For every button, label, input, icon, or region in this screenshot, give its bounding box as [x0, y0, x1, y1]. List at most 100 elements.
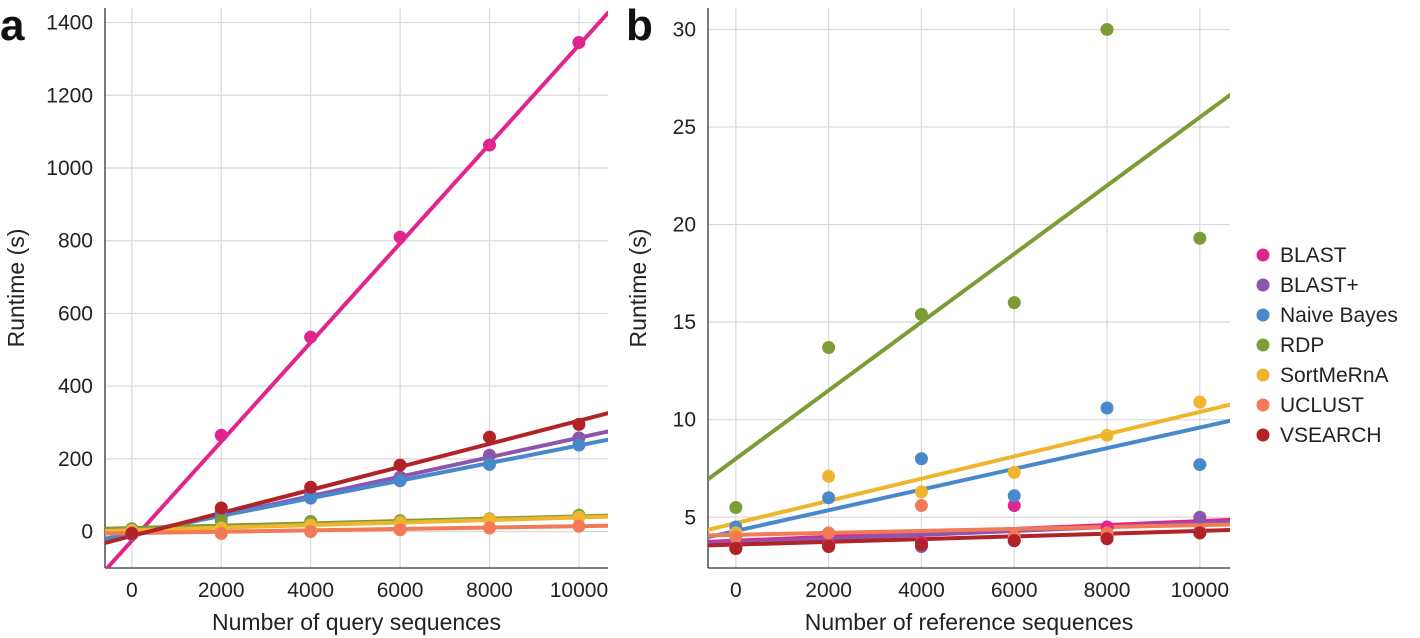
point-vsearch [822, 540, 836, 554]
point-uclust [729, 530, 743, 544]
y-tick-label: 600 [58, 302, 93, 325]
y-tick-label: 25 [673, 116, 696, 139]
y-axis-label: Runtime (s) [3, 229, 29, 348]
fit-line-vsearch [105, 411, 608, 545]
point-blast [572, 36, 586, 50]
y-tick-label: 1200 [46, 84, 93, 107]
point-sortmerna [572, 510, 586, 524]
point-rdp [1100, 22, 1114, 36]
point-vsearch [1193, 526, 1207, 540]
fit-line-naive-bayes [708, 418, 1230, 540]
y-tick-label: 400 [58, 375, 93, 398]
x-axis-label: Number of reference sequences [805, 609, 1134, 635]
point-rdp [822, 341, 836, 355]
fit-line-sortmerna [708, 402, 1230, 532]
point-rdp [729, 501, 743, 515]
point-sortmerna [1193, 395, 1207, 409]
point-vsearch [572, 417, 586, 431]
legend-label: Naive Bayes [1280, 304, 1398, 327]
x-tick-label: 8000 [466, 579, 513, 602]
point-vsearch [483, 430, 497, 444]
point-uclust [914, 499, 928, 513]
panel-letter-a: a [0, 1, 25, 50]
x-tick-label: 8000 [1084, 579, 1131, 602]
point-vsearch [914, 538, 928, 552]
fit-line-vsearch [708, 528, 1230, 548]
legend-marker [1256, 368, 1270, 382]
panel-letter-b: b [626, 1, 653, 50]
point-vsearch [1100, 532, 1114, 546]
y-tick-label: 200 [58, 448, 93, 471]
point-naive-bayes [822, 491, 836, 505]
point-blast [214, 428, 228, 442]
x-tick-label: 10000 [1171, 579, 1229, 602]
point-blast [483, 138, 497, 152]
point-vsearch [1007, 534, 1021, 548]
x-tick-label: 10000 [550, 579, 608, 602]
legend-label: BLAST [1280, 244, 1347, 267]
point-blast [304, 330, 318, 344]
point-blast- [1193, 510, 1207, 524]
x-tick-label: 4000 [287, 579, 334, 602]
x-tick-label: 4000 [898, 579, 945, 602]
x-tick-label: 2000 [805, 579, 852, 602]
legend-label: SortMeRnA [1280, 364, 1389, 387]
legend-marker [1256, 308, 1270, 322]
y-tick-label: 800 [58, 230, 93, 253]
point-blast- [483, 448, 497, 462]
y-tick-label: 10 [673, 409, 696, 432]
point-naive-bayes [483, 457, 497, 471]
y-tick-label: 20 [673, 214, 696, 237]
point-sortmerna [1100, 428, 1114, 442]
chart-panel-b: 0 2000 4000 6000 8000 10000 5 10 15 20 25 30 Number … [625, 1, 1230, 635]
legend-marker [1256, 428, 1270, 442]
legend-marker [1256, 398, 1270, 412]
y-tick-label: 5 [684, 506, 696, 529]
legend-label: RDP [1280, 334, 1324, 357]
legend-marker [1256, 248, 1270, 262]
point-blast [393, 230, 407, 244]
legend-marker [1256, 278, 1270, 292]
legend-label: BLAST+ [1280, 274, 1359, 297]
fit-line-blast [105, 10, 608, 568]
point-uclust [822, 526, 836, 540]
y-tick-label: 30 [673, 18, 696, 41]
legend-label: VSEARCH [1280, 424, 1382, 447]
point-rdp [1007, 296, 1021, 310]
point-naive-bayes [1007, 489, 1021, 503]
fit-line-rdp [708, 93, 1230, 482]
point-blast [1007, 499, 1021, 513]
x-axis-label: Number of query sequences [212, 609, 501, 635]
point-vsearch [214, 501, 228, 515]
fit-line-uclust [105, 523, 608, 536]
point-rdp [914, 307, 928, 321]
legend: BLAST BLAST+ Naive Bayes RDP SortMeRnA UCLUST… [1256, 244, 1398, 447]
point-uclust [304, 525, 318, 539]
point-vsearch [125, 526, 139, 540]
point-uclust [393, 523, 407, 537]
fit-line-uclust [708, 522, 1230, 538]
y-axis-label: Runtime (s) [625, 229, 651, 348]
point-rdp [1193, 231, 1207, 245]
x-tick-label: 6000 [377, 579, 424, 602]
point-naive-bayes [304, 491, 318, 505]
point-uclust [483, 521, 497, 535]
point-naive-bayes [572, 438, 586, 452]
point-vsearch [393, 458, 407, 472]
point-naive-bayes [914, 452, 928, 466]
point-sortmerna [1007, 465, 1021, 479]
fit-line-sortmerna [105, 514, 608, 533]
x-tick-label: 0 [126, 579, 138, 602]
chart-panel-a: 0 2000 4000 6000 8000 10000 0 200 400 600 800 1000 1… [0, 1, 608, 635]
fit-lines [105, 10, 608, 568]
point-naive-bayes [393, 474, 407, 488]
fit-lines [708, 93, 1230, 548]
y-tick-label: 0 [81, 521, 93, 544]
x-tick-label: 0 [730, 579, 742, 602]
x-tick-label: 6000 [991, 579, 1038, 602]
point-uclust [214, 526, 228, 540]
point-naive-bayes [1193, 458, 1207, 472]
y-tick-label: 1000 [46, 157, 93, 180]
x-tick-label: 2000 [198, 579, 245, 602]
